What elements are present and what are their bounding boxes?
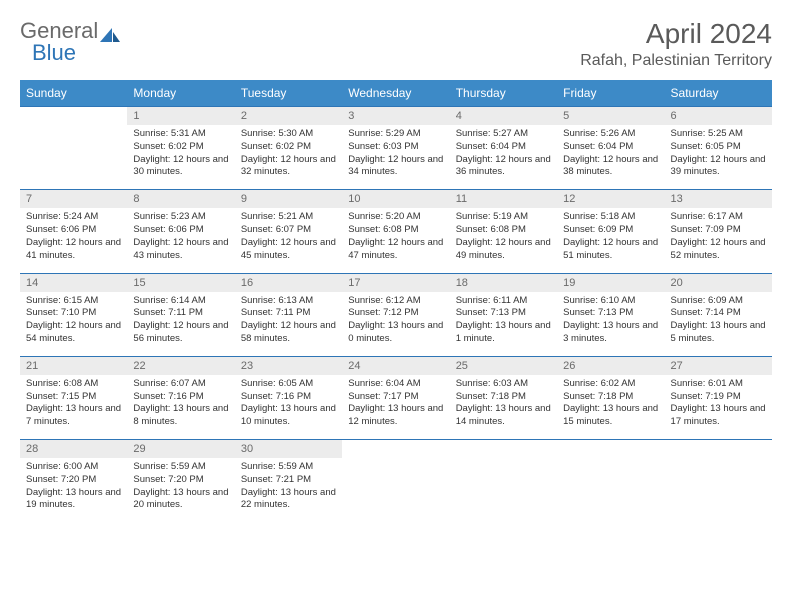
day-cell: Sunrise: 6:13 AMSunset: 7:11 PMDaylight:… bbox=[235, 292, 342, 357]
day-cell: Sunrise: 5:59 AMSunset: 7:21 PMDaylight:… bbox=[235, 458, 342, 522]
day-number: 6 bbox=[665, 107, 772, 126]
day-cell: Sunrise: 6:17 AMSunset: 7:09 PMDaylight:… bbox=[665, 208, 772, 273]
day-number-row: 78910111213 bbox=[20, 190, 772, 209]
day-cell: Sunrise: 6:07 AMSunset: 7:16 PMDaylight:… bbox=[127, 375, 234, 440]
day-number: 30 bbox=[235, 440, 342, 459]
day-cell: Sunrise: 6:15 AMSunset: 7:10 PMDaylight:… bbox=[20, 292, 127, 357]
day-number: 15 bbox=[127, 273, 234, 292]
day-number: 1 bbox=[127, 107, 234, 126]
weekday-header: Sunday bbox=[20, 80, 127, 107]
day-number: 3 bbox=[342, 107, 449, 126]
day-cell bbox=[557, 458, 664, 522]
month-title: April 2024 bbox=[580, 18, 772, 50]
day-number bbox=[20, 107, 127, 126]
day-content-row: Sunrise: 5:31 AMSunset: 6:02 PMDaylight:… bbox=[20, 125, 772, 190]
day-number: 7 bbox=[20, 190, 127, 209]
day-cell: Sunrise: 5:20 AMSunset: 6:08 PMDaylight:… bbox=[342, 208, 449, 273]
day-number bbox=[665, 440, 772, 459]
day-cell: Sunrise: 5:59 AMSunset: 7:20 PMDaylight:… bbox=[127, 458, 234, 522]
header: General Blue April 2024 Rafah, Palestini… bbox=[20, 18, 772, 70]
day-cell: Sunrise: 6:11 AMSunset: 7:13 PMDaylight:… bbox=[450, 292, 557, 357]
day-number: 27 bbox=[665, 356, 772, 375]
day-cell: Sunrise: 6:09 AMSunset: 7:14 PMDaylight:… bbox=[665, 292, 772, 357]
day-number: 19 bbox=[557, 273, 664, 292]
weekday-header: Thursday bbox=[450, 80, 557, 107]
day-number: 26 bbox=[557, 356, 664, 375]
day-number: 16 bbox=[235, 273, 342, 292]
day-number: 20 bbox=[665, 273, 772, 292]
day-number: 4 bbox=[450, 107, 557, 126]
day-content-row: Sunrise: 5:24 AMSunset: 6:06 PMDaylight:… bbox=[20, 208, 772, 273]
title-block: April 2024 Rafah, Palestinian Territory bbox=[580, 18, 772, 70]
day-cell: Sunrise: 5:29 AMSunset: 6:03 PMDaylight:… bbox=[342, 125, 449, 190]
day-number: 21 bbox=[20, 356, 127, 375]
day-number: 17 bbox=[342, 273, 449, 292]
day-cell bbox=[20, 125, 127, 190]
day-number: 23 bbox=[235, 356, 342, 375]
day-cell: Sunrise: 6:02 AMSunset: 7:18 PMDaylight:… bbox=[557, 375, 664, 440]
day-number: 10 bbox=[342, 190, 449, 209]
day-cell: Sunrise: 5:30 AMSunset: 6:02 PMDaylight:… bbox=[235, 125, 342, 190]
day-cell: Sunrise: 5:25 AMSunset: 6:05 PMDaylight:… bbox=[665, 125, 772, 190]
day-number bbox=[557, 440, 664, 459]
location: Rafah, Palestinian Territory bbox=[580, 52, 772, 70]
day-content-row: Sunrise: 6:15 AMSunset: 7:10 PMDaylight:… bbox=[20, 292, 772, 357]
day-cell: Sunrise: 5:31 AMSunset: 6:02 PMDaylight:… bbox=[127, 125, 234, 190]
day-cell: Sunrise: 6:08 AMSunset: 7:15 PMDaylight:… bbox=[20, 375, 127, 440]
weekday-header: Saturday bbox=[665, 80, 772, 107]
day-cell: Sunrise: 6:05 AMSunset: 7:16 PMDaylight:… bbox=[235, 375, 342, 440]
day-cell: Sunrise: 6:12 AMSunset: 7:12 PMDaylight:… bbox=[342, 292, 449, 357]
day-cell: Sunrise: 5:19 AMSunset: 6:08 PMDaylight:… bbox=[450, 208, 557, 273]
day-cell: Sunrise: 6:14 AMSunset: 7:11 PMDaylight:… bbox=[127, 292, 234, 357]
day-number bbox=[342, 440, 449, 459]
day-cell bbox=[665, 458, 772, 522]
day-number: 8 bbox=[127, 190, 234, 209]
day-number: 28 bbox=[20, 440, 127, 459]
day-number: 5 bbox=[557, 107, 664, 126]
day-number bbox=[450, 440, 557, 459]
weekday-header: Wednesday bbox=[342, 80, 449, 107]
day-cell: Sunrise: 5:26 AMSunset: 6:04 PMDaylight:… bbox=[557, 125, 664, 190]
weekday-header: Monday bbox=[127, 80, 234, 107]
day-cell: Sunrise: 5:21 AMSunset: 6:07 PMDaylight:… bbox=[235, 208, 342, 273]
day-content-row: Sunrise: 6:00 AMSunset: 7:20 PMDaylight:… bbox=[20, 458, 772, 522]
day-cell: Sunrise: 6:03 AMSunset: 7:18 PMDaylight:… bbox=[450, 375, 557, 440]
day-number: 24 bbox=[342, 356, 449, 375]
day-cell bbox=[450, 458, 557, 522]
day-number-row: 123456 bbox=[20, 107, 772, 126]
weekday-header: Tuesday bbox=[235, 80, 342, 107]
day-cell: Sunrise: 5:23 AMSunset: 6:06 PMDaylight:… bbox=[127, 208, 234, 273]
day-number: 25 bbox=[450, 356, 557, 375]
day-number: 9 bbox=[235, 190, 342, 209]
weekday-header-row: SundayMondayTuesdayWednesdayThursdayFrid… bbox=[20, 80, 772, 107]
day-cell: Sunrise: 6:01 AMSunset: 7:19 PMDaylight:… bbox=[665, 375, 772, 440]
weekday-header: Friday bbox=[557, 80, 664, 107]
day-number: 2 bbox=[235, 107, 342, 126]
day-cell: Sunrise: 5:18 AMSunset: 6:09 PMDaylight:… bbox=[557, 208, 664, 273]
day-cell: Sunrise: 5:27 AMSunset: 6:04 PMDaylight:… bbox=[450, 125, 557, 190]
day-number: 14 bbox=[20, 273, 127, 292]
day-cell: Sunrise: 6:00 AMSunset: 7:20 PMDaylight:… bbox=[20, 458, 127, 522]
day-number: 29 bbox=[127, 440, 234, 459]
calendar-table: SundayMondayTuesdayWednesdayThursdayFrid… bbox=[20, 80, 772, 522]
day-cell: Sunrise: 5:24 AMSunset: 6:06 PMDaylight:… bbox=[20, 208, 127, 273]
day-number: 18 bbox=[450, 273, 557, 292]
day-number: 13 bbox=[665, 190, 772, 209]
day-number-row: 282930 bbox=[20, 440, 772, 459]
day-cell bbox=[342, 458, 449, 522]
day-number: 22 bbox=[127, 356, 234, 375]
logo-sail-icon bbox=[98, 26, 122, 44]
day-number: 11 bbox=[450, 190, 557, 209]
day-cell: Sunrise: 6:10 AMSunset: 7:13 PMDaylight:… bbox=[557, 292, 664, 357]
day-content-row: Sunrise: 6:08 AMSunset: 7:15 PMDaylight:… bbox=[20, 375, 772, 440]
day-number-row: 21222324252627 bbox=[20, 356, 772, 375]
logo: General Blue bbox=[20, 18, 122, 66]
day-number: 12 bbox=[557, 190, 664, 209]
day-cell: Sunrise: 6:04 AMSunset: 7:17 PMDaylight:… bbox=[342, 375, 449, 440]
day-number-row: 14151617181920 bbox=[20, 273, 772, 292]
